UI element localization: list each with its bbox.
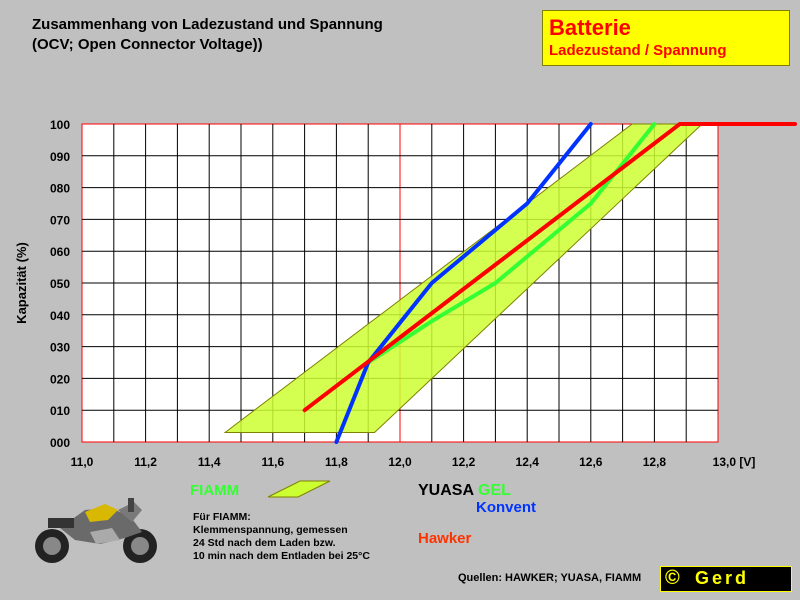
y-tick-label: 070 <box>50 213 70 227</box>
y-axis-label: Kapazität (%) <box>14 242 29 324</box>
legend-hawker: Hawker <box>418 530 472 547</box>
y-tick-label: 080 <box>50 182 70 196</box>
y-tick-label: 050 <box>50 277 70 291</box>
note-line: 24 Std nach dem Laden bzw. <box>193 537 336 549</box>
legend-konvent: Konvent <box>476 499 536 516</box>
x-tick-label: 11,2 <box>134 455 157 469</box>
title-badge: Batterie Ladezustand / Spannung <box>542 10 790 66</box>
badge-title: Batterie <box>549 15 631 40</box>
x-tick-label: 12,2 <box>452 455 476 469</box>
series-line-konvent <box>334 122 593 444</box>
x-tick-label: 11,0 <box>71 455 94 469</box>
x-tick-label: 12,8 <box>643 455 667 469</box>
y-tick-label: 100 <box>50 118 70 132</box>
x-tick-label: 12,0 <box>388 455 412 469</box>
x-tick-label: 11,8 <box>325 455 348 469</box>
note-line: 10 min nach dem Entladen bei 25°C <box>193 550 370 562</box>
legend-fiamm-swatch <box>267 480 331 498</box>
y-tick-label: 020 <box>50 372 70 386</box>
x-tick-label: 11,4 <box>198 455 221 469</box>
badge-subtitle: Ladezustand / Spannung <box>549 42 727 59</box>
x-tick-label: 12,4 <box>516 455 540 469</box>
motorcycle-illustration <box>35 498 157 563</box>
legend-gel: GEL <box>478 482 511 499</box>
chart-subtitle: (OCV; Open Connector Voltage)) <box>32 36 263 53</box>
fiamm-note: Für FIAMM: Klemmenspannung, gemessen 24 … <box>193 511 370 563</box>
logo-name: Gerd <box>695 568 750 588</box>
chart-title: Zusammenhang von Ladezustand und Spannun… <box>32 16 383 33</box>
legend-yuasa: YUASA <box>418 482 475 499</box>
legend-fiamm: FIAMM <box>190 482 240 499</box>
y-tick-label: 090 <box>50 150 70 164</box>
gerd-logo: © Gerd <box>660 566 792 592</box>
x-tick-label: 12,6 <box>579 455 603 469</box>
x-tick-label: 13,0 [V] <box>713 455 756 469</box>
y-tick-label: 040 <box>50 309 70 323</box>
series-line-hawker <box>302 122 797 413</box>
y-tick-label: 000 <box>50 436 70 450</box>
x-tick-label: 11,6 <box>261 455 284 469</box>
note-line: Für FIAMM: <box>193 511 251 523</box>
note-line: Klemmenspannung, gemessen <box>193 524 348 536</box>
y-tick-label: 060 <box>50 245 70 259</box>
y-tick-label: 030 <box>50 341 70 355</box>
x-tick-labels: 11,0 11,2 11,4 11,6 11,8 12,0 12,2 12,4 12,6 12,8… <box>71 455 756 469</box>
sources-text: Quellen: HAWKER; YUASA, FIAMM <box>458 572 642 584</box>
series-lines <box>302 122 797 444</box>
y-tick-label: 010 <box>50 404 70 418</box>
logo-copyright: © <box>665 567 680 589</box>
y-tick-labels: 000 010 020 030 040 050 060 070 080 090 100 <box>50 118 70 450</box>
